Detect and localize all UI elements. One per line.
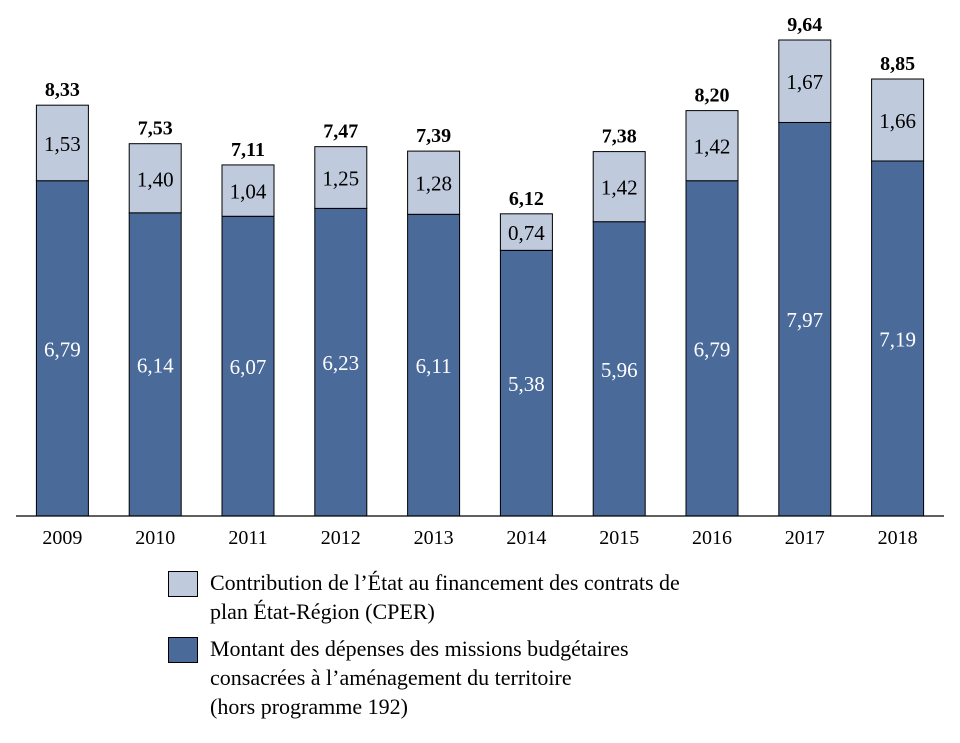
- bar-cper-2011: [221, 164, 275, 217]
- total-label-2013: 7,39: [416, 125, 451, 147]
- bar-missions-2018: [871, 160, 925, 517]
- x-tick-label-2015: 2015: [599, 527, 639, 549]
- bar-cper-2018: [871, 78, 925, 162]
- legend-swatch-cper: [168, 571, 198, 597]
- legend-label-cper: Contribution de l’État au financement de…: [210, 568, 810, 626]
- value-label-cper-2014: 0,74: [508, 221, 545, 245]
- x-tick-label-2009: 2009: [42, 527, 82, 549]
- value-label-missions-2015: 5,96: [601, 358, 638, 382]
- legend-label-missions: Montant des dépenses des missions budgét…: [210, 634, 810, 721]
- value-label-cper-2012: 1,25: [322, 167, 359, 191]
- bar-missions-2015: [592, 221, 646, 517]
- value-label-cper-2016: 1,42: [694, 135, 731, 159]
- stacked-bar-chart: 6,79 1,53 8,33 6,14 1,40 7,53 6,07 1,04 7,11 6,23…: [16, 14, 944, 549]
- bar-cper-2013: [407, 150, 461, 215]
- bar-missions-2017: [778, 121, 832, 517]
- value-label-cper-2013: 1,28: [415, 172, 452, 196]
- total-label-2011: 7,11: [231, 139, 265, 161]
- value-label-missions-2010: 6,14: [137, 353, 174, 377]
- total-label-2017: 9,64: [787, 14, 822, 36]
- bar-cper-2009: [35, 104, 89, 182]
- x-tick-label-2012: 2012: [321, 527, 361, 549]
- bars-group: 6,79 1,53 8,33 6,14 1,40 7,53 6,07 1,04 7,11 6,23…: [35, 14, 925, 517]
- total-label-2012: 7,47: [323, 121, 358, 143]
- bar-missions-2011: [221, 215, 275, 517]
- legend-label-cper-line-1: Contribution de l’État au financement de…: [210, 570, 680, 595]
- x-tick-label-2017: 2017: [785, 527, 825, 549]
- bar-cper-2014: [499, 213, 553, 251]
- x-tick-labels: 2009 2010 2011 2012 2013 2014 2015 2016 2017 2018: [42, 527, 917, 549]
- bar-cper-2015: [592, 151, 646, 223]
- value-label-cper-2017: 1,67: [786, 70, 823, 94]
- x-tick-label-2010: 2010: [135, 527, 175, 549]
- value-label-cper-2009: 1,53: [44, 132, 81, 156]
- value-label-missions-2011: 6,07: [230, 355, 267, 379]
- legend-label-missions-line-3: (hors programme 192): [210, 694, 408, 719]
- value-label-missions-2009: 6,79: [44, 337, 81, 361]
- x-tick-label-2018: 2018: [878, 527, 918, 549]
- x-tick-label-2014: 2014: [506, 527, 546, 549]
- x-tick-label-2016: 2016: [692, 527, 732, 549]
- value-label-cper-2011: 1,04: [230, 180, 267, 204]
- legend-label-missions-line-2: consacrées à l’aménagement du territoire: [210, 665, 572, 690]
- value-label-missions-2012: 6,23: [322, 351, 359, 375]
- legend-swatch-missions: [168, 637, 198, 663]
- bar-cper-2017: [778, 39, 832, 123]
- value-label-missions-2018: 7,19: [879, 327, 916, 351]
- value-label-cper-2015: 1,42: [601, 176, 638, 200]
- x-tick-label-2011: 2011: [228, 527, 267, 549]
- total-label-2009: 8,33: [45, 79, 80, 101]
- total-label-2010: 7,53: [138, 118, 173, 140]
- bar-cper-2010: [128, 143, 182, 214]
- total-label-2015: 7,38: [602, 126, 637, 148]
- bar-missions-2016: [685, 180, 739, 517]
- total-label-2014: 6,12: [509, 188, 544, 210]
- value-label-missions-2017: 7,97: [786, 308, 823, 332]
- bar-missions-2009: [35, 180, 89, 517]
- value-label-missions-2014: 5,38: [508, 372, 545, 396]
- value-label-cper-2018: 1,66: [879, 109, 916, 133]
- value-label-missions-2016: 6,79: [694, 337, 731, 361]
- value-label-cper-2010: 1,40: [137, 167, 174, 191]
- legend-label-cper-line-2: plan État-Région (CPER): [210, 599, 435, 624]
- bar-missions-2014: [499, 249, 553, 517]
- value-label-missions-2013: 6,11: [416, 354, 452, 378]
- bar-cper-2012: [314, 146, 368, 209]
- legend-label-missions-line-1: Montant des dépenses des missions budgét…: [210, 636, 629, 661]
- total-label-2016: 8,20: [695, 85, 730, 107]
- bar-cper-2016: [685, 110, 739, 182]
- legend-item-missions: Montant des dépenses des missions budgét…: [168, 634, 948, 721]
- legend-item-cper: Contribution de l’État au financement de…: [168, 568, 948, 626]
- legend: Contribution de l’État au financement de…: [168, 568, 948, 729]
- total-label-2018: 8,85: [880, 53, 915, 75]
- x-tick-label-2013: 2013: [414, 527, 454, 549]
